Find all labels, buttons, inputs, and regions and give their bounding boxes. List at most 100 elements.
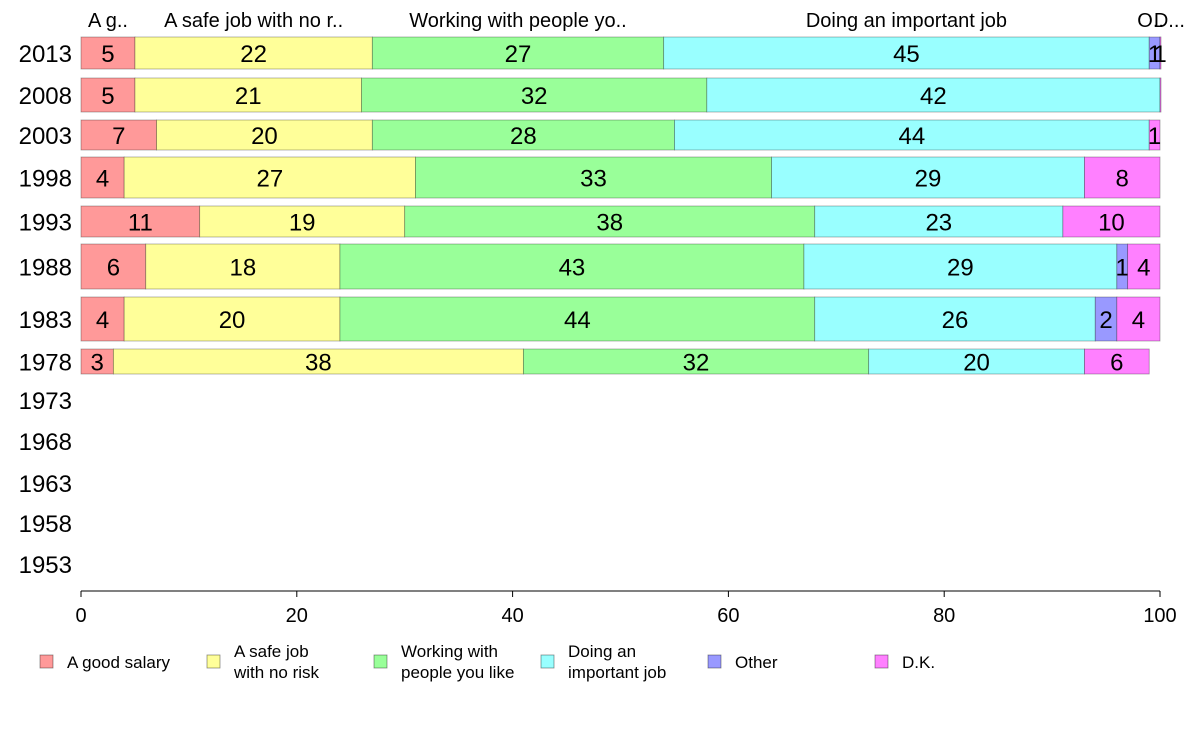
legend-label: Doing an xyxy=(568,642,636,661)
data-label: 38 xyxy=(305,350,332,377)
data-label: 4 xyxy=(1132,307,1145,334)
x-tick-label: 80 xyxy=(933,605,955,627)
data-label: 5 xyxy=(101,83,114,110)
bar-segment xyxy=(80,77,136,113)
bar-segment xyxy=(1084,348,1150,375)
legend-swatch xyxy=(39,654,54,669)
year-label: 1983 xyxy=(19,307,72,334)
legend-label: with no risk xyxy=(233,663,320,682)
data-label: 8 xyxy=(1116,166,1129,193)
bar-segment xyxy=(134,36,373,70)
data-label: 10 xyxy=(1098,210,1125,237)
bar-segment xyxy=(80,36,136,70)
bar-segment xyxy=(814,296,1096,342)
data-label: 27 xyxy=(505,41,532,68)
data-label: 32 xyxy=(683,350,710,377)
bar-segment xyxy=(868,348,1085,375)
data-label: 18 xyxy=(229,255,256,282)
bar-segment xyxy=(1148,119,1161,151)
data-label: 4 xyxy=(1137,255,1150,282)
data-label: 27 xyxy=(256,166,283,193)
data-label: 6 xyxy=(107,255,120,282)
data-label: 43 xyxy=(559,255,586,282)
data-label: 21 xyxy=(235,83,262,110)
year-label: 2008 xyxy=(19,83,72,110)
bar-segment xyxy=(339,243,805,290)
bar-segment xyxy=(1159,36,1162,70)
data-label: 22 xyxy=(240,41,267,68)
bar-segment xyxy=(1127,243,1161,290)
x-tick-label: 40 xyxy=(501,605,523,627)
bar-segment xyxy=(663,36,1150,70)
bar-segment xyxy=(123,156,416,199)
data-label: 20 xyxy=(963,350,990,377)
data-label: 45 xyxy=(893,41,920,68)
bar-segment xyxy=(814,205,1064,238)
year-label: 2013 xyxy=(19,41,72,68)
data-label: 32 xyxy=(521,83,548,110)
bar-segment xyxy=(361,77,708,113)
bar-segment xyxy=(371,119,675,151)
data-label: 3 xyxy=(91,350,104,377)
bar-segment xyxy=(771,156,1085,199)
year-label: 1958 xyxy=(19,511,72,538)
data-label: 1 xyxy=(1148,41,1161,68)
data-label: 11 xyxy=(128,210,153,237)
legend-label: D.K. xyxy=(902,653,935,672)
legend-label: Other xyxy=(735,653,778,672)
year-label: 1973 xyxy=(19,388,72,415)
bar-segment xyxy=(199,205,406,238)
data-label: 1 xyxy=(1148,123,1161,150)
data-label: 4 xyxy=(96,307,109,334)
bar-segment xyxy=(803,243,1118,290)
data-label: 1 xyxy=(1116,255,1129,282)
data-label: 28 xyxy=(510,123,537,150)
bar-segment xyxy=(80,348,114,375)
bar-segment xyxy=(1084,156,1161,199)
year-label: 2003 xyxy=(19,123,72,150)
bar-segment xyxy=(339,296,816,342)
legend-label: A safe job xyxy=(234,642,309,661)
data-label: 26 xyxy=(942,307,969,334)
data-label: 44 xyxy=(564,307,591,334)
data-label: 42 xyxy=(920,83,947,110)
series-top-label: A safe job with no r.. xyxy=(164,10,343,32)
data-label: 2 xyxy=(1099,307,1112,334)
year-label: 1963 xyxy=(19,471,72,498)
legend-swatch xyxy=(540,654,555,669)
data-label: 1 xyxy=(1153,41,1166,68)
data-label: 23 xyxy=(925,210,952,237)
data-label: 29 xyxy=(915,166,942,193)
legend-swatch xyxy=(707,654,722,669)
year-label: 1968 xyxy=(19,429,72,456)
legend-swatch xyxy=(206,654,221,669)
series-top-label: D... xyxy=(1154,10,1185,32)
bar-segment xyxy=(80,205,201,238)
bar-segment xyxy=(80,119,157,151)
bar-segment xyxy=(123,296,341,342)
series-top-label: O.. xyxy=(1137,10,1164,32)
legend-label: important job xyxy=(568,663,666,682)
data-label: 38 xyxy=(596,210,623,237)
bar-segment xyxy=(145,243,341,290)
bar-segment xyxy=(112,348,524,375)
x-tick-label: 20 xyxy=(286,605,308,627)
series-top-label: Working with people yo.. xyxy=(409,10,627,32)
legend-swatch xyxy=(874,654,889,669)
bar-segment xyxy=(80,243,147,290)
x-tick-label: 0 xyxy=(75,605,86,627)
year-label: 1953 xyxy=(19,552,72,579)
legend-label: A good salary xyxy=(67,653,171,672)
data-label: 19 xyxy=(289,210,316,237)
bar-segment xyxy=(1116,296,1161,342)
data-label: 33 xyxy=(580,166,607,193)
bar-segment xyxy=(80,156,125,199)
data-label: 20 xyxy=(219,307,246,334)
data-label: 20 xyxy=(251,123,278,150)
data-label: 7 xyxy=(112,123,125,150)
x-tick-label: 60 xyxy=(717,605,739,627)
year-label: 1978 xyxy=(19,350,72,377)
series-top-label: A g.. xyxy=(88,10,128,32)
data-label: 5 xyxy=(101,41,114,68)
bar-segment xyxy=(415,156,772,199)
